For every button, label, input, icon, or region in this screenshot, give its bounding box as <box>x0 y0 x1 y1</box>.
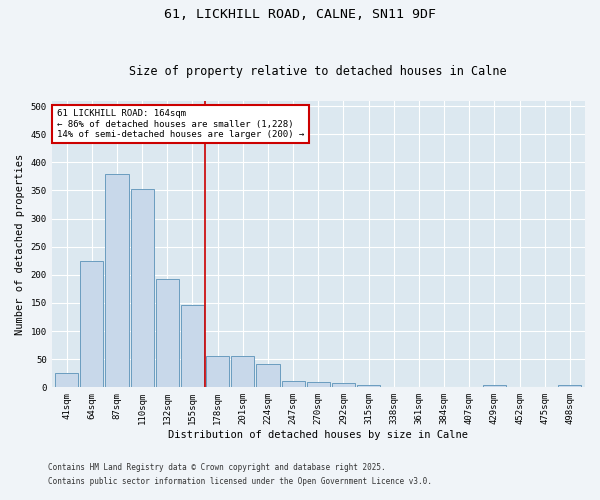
Bar <box>559 384 581 388</box>
Bar <box>131 190 154 388</box>
Text: 61 LICKHILL ROAD: 164sqm
← 86% of detached houses are smaller (1,228)
14% of sem: 61 LICKHILL ROAD: 164sqm ← 86% of detach… <box>57 109 304 139</box>
Bar <box>80 261 103 388</box>
Y-axis label: Number of detached properties: Number of detached properties <box>15 154 25 334</box>
Bar <box>55 374 78 388</box>
Bar <box>181 304 204 388</box>
Bar <box>256 364 280 388</box>
X-axis label: Distribution of detached houses by size in Calne: Distribution of detached houses by size … <box>168 430 468 440</box>
Text: 61, LICKHILL ROAD, CALNE, SN11 9DF: 61, LICKHILL ROAD, CALNE, SN11 9DF <box>164 8 436 20</box>
Bar <box>357 385 380 388</box>
Bar <box>106 174 128 388</box>
Bar <box>206 356 229 388</box>
Bar <box>483 384 506 388</box>
Bar <box>307 382 330 388</box>
Title: Size of property relative to detached houses in Calne: Size of property relative to detached ho… <box>130 66 507 78</box>
Bar <box>156 279 179 388</box>
Bar <box>281 381 305 388</box>
Text: Contains public sector information licensed under the Open Government Licence v3: Contains public sector information licen… <box>48 477 432 486</box>
Text: Contains HM Land Registry data © Crown copyright and database right 2025.: Contains HM Land Registry data © Crown c… <box>48 464 386 472</box>
Bar <box>231 356 254 388</box>
Bar <box>332 384 355 388</box>
